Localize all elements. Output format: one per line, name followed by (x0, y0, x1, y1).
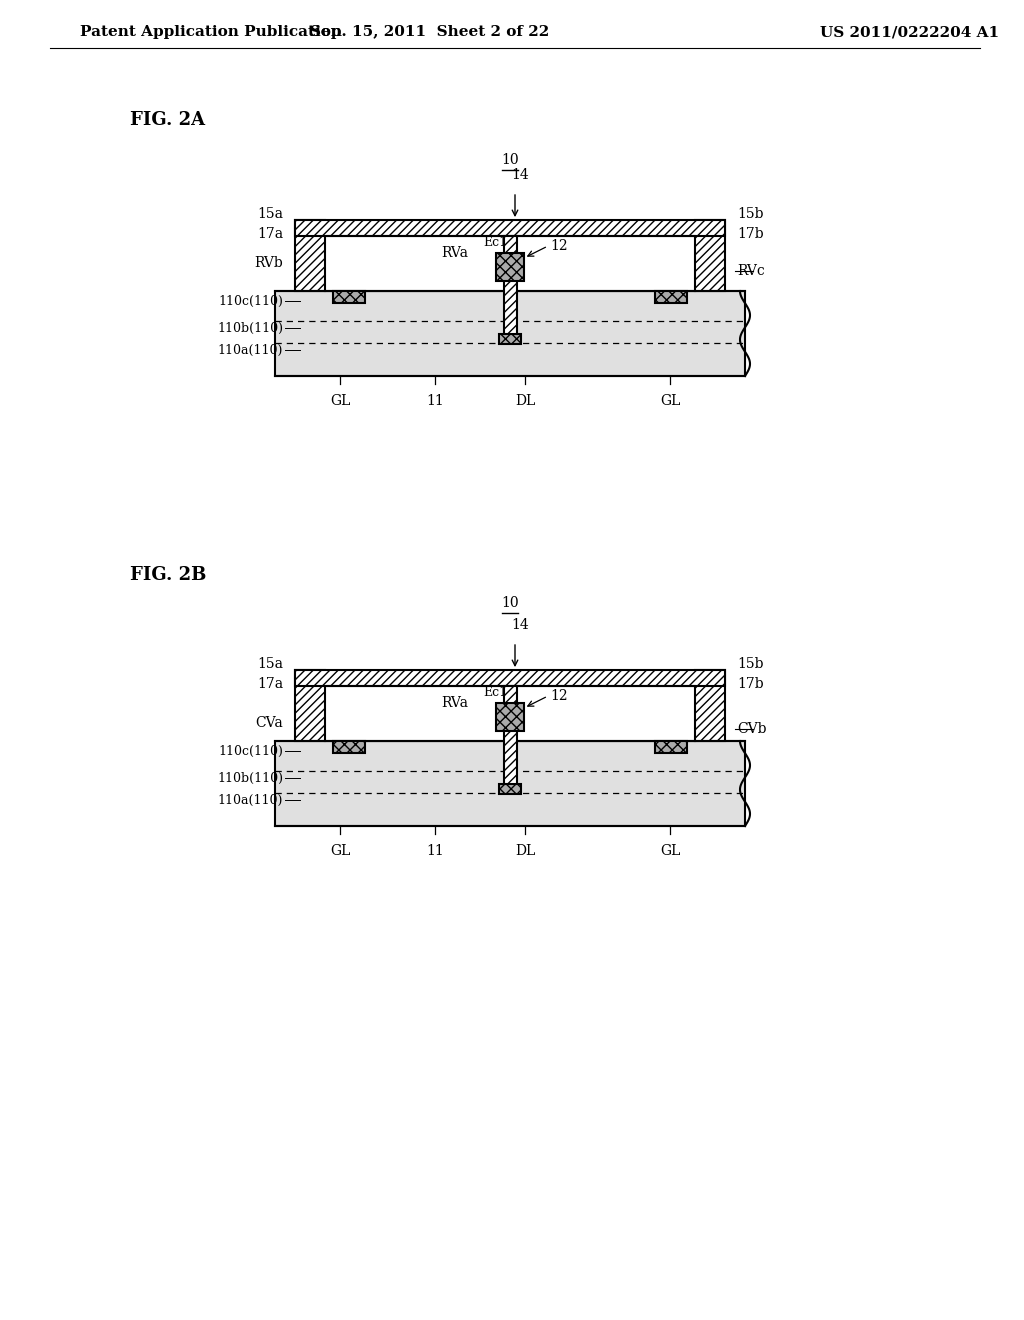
Text: Sep. 15, 2011  Sheet 2 of 22: Sep. 15, 2011 Sheet 2 of 22 (310, 25, 550, 40)
Text: 11: 11 (426, 393, 443, 408)
Text: GL: GL (659, 393, 680, 408)
Text: RVb: RVb (254, 256, 283, 271)
Text: RVc: RVc (737, 264, 765, 279)
Text: GL: GL (330, 393, 350, 408)
Text: Ec1: Ec1 (483, 236, 507, 249)
Text: 14: 14 (511, 618, 528, 632)
Bar (499, 784, 521, 795)
Text: 12: 12 (550, 689, 567, 704)
Bar (275, 290, 745, 376)
Text: RVa: RVa (441, 696, 469, 710)
Bar (496, 704, 524, 731)
Bar (695, 671, 725, 741)
Bar (655, 290, 687, 304)
Bar (295, 220, 325, 290)
Text: FIG. 2B: FIG. 2B (130, 566, 207, 583)
Text: FIG. 2A: FIG. 2A (130, 111, 205, 129)
Bar (496, 253, 524, 281)
Text: 110c(110): 110c(110) (218, 744, 283, 758)
Text: CVb: CVb (737, 722, 767, 737)
Text: 10: 10 (501, 597, 519, 610)
Bar (333, 741, 365, 752)
Text: 10: 10 (501, 153, 519, 168)
Bar (295, 220, 725, 236)
Text: 17b: 17b (737, 227, 764, 242)
Text: 110c(110): 110c(110) (218, 294, 283, 308)
Text: Patent Application Publication: Patent Application Publication (80, 25, 342, 40)
Text: DL: DL (515, 843, 536, 858)
Text: 15a: 15a (257, 657, 283, 671)
Bar (333, 290, 365, 304)
Text: US 2011/0222204 A1: US 2011/0222204 A1 (820, 25, 999, 40)
Text: 110a(110): 110a(110) (218, 793, 283, 807)
Text: RVa: RVa (441, 246, 469, 260)
Text: 15a: 15a (257, 207, 283, 220)
Text: 17b: 17b (737, 677, 764, 690)
Text: 12: 12 (550, 239, 567, 253)
Text: CVa: CVa (255, 715, 283, 730)
Text: 17a: 17a (257, 227, 283, 242)
Text: 110a(110): 110a(110) (218, 343, 283, 356)
Bar (499, 334, 521, 345)
Bar (504, 686, 516, 793)
Text: DL: DL (515, 393, 536, 408)
Bar (275, 741, 745, 826)
Bar (295, 671, 325, 741)
Text: GL: GL (330, 843, 350, 858)
Bar (295, 671, 725, 686)
Bar (325, 236, 695, 290)
Text: GL: GL (659, 843, 680, 858)
Text: 17a: 17a (257, 677, 283, 690)
Text: 110b(110): 110b(110) (217, 322, 283, 334)
Text: 14: 14 (511, 168, 528, 182)
Text: 11: 11 (426, 843, 443, 858)
Text: 110b(110): 110b(110) (217, 771, 283, 784)
Text: 15b: 15b (737, 657, 764, 671)
Bar (695, 220, 725, 290)
Text: Ec1: Ec1 (483, 686, 507, 700)
Text: 15b: 15b (737, 207, 764, 220)
Bar (504, 236, 516, 343)
Bar (655, 741, 687, 752)
Bar (325, 686, 695, 741)
